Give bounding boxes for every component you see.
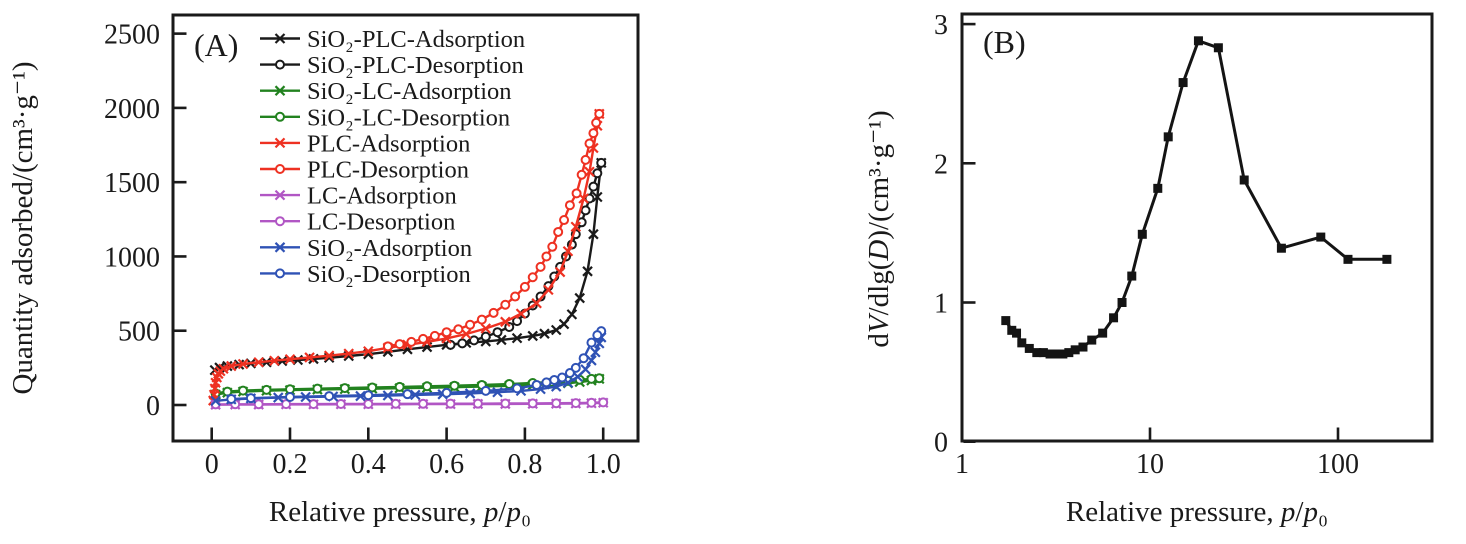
- panel-b-chart: (B) dV/dlg(D)/(cm³·g⁻¹) Relative pressur…: [863, 10, 1434, 528]
- y-tick-label: 1000: [104, 242, 160, 273]
- y-tick-label: 0: [934, 428, 948, 459]
- legend-label: SiO₂-PLC-Desorption: [307, 52, 524, 79]
- y-tick-label: 2500: [104, 20, 160, 51]
- x-tick-label: 0: [205, 449, 219, 480]
- legend-item-plc-desorption: PLC-Desorption: [260, 157, 469, 184]
- panel-a-x-axis-label: Relative pressure, p/p₀: [269, 496, 531, 528]
- x-tick-label: 1.0: [586, 449, 621, 480]
- series-sio2-desorption: [226, 326, 607, 405]
- panel-b-letter: (B): [983, 24, 1026, 60]
- legend-item-sio2-plc-desorption: SiO₂-PLC-Desorption: [260, 52, 524, 79]
- legend-label: PLC-Desorption: [307, 157, 469, 184]
- y-tick-label: 2: [934, 149, 948, 180]
- series-pore-size-distribution: [1001, 36, 1392, 359]
- legend-label: SiO₂-PLC-Adsorption: [307, 26, 525, 53]
- legend-label: SiO₂-Desorption: [307, 261, 471, 288]
- y-tick-label: 0: [146, 391, 160, 422]
- legend-label: LC-Desorption: [307, 209, 455, 236]
- legend-item-sio2-desorption: SiO₂-Desorption: [260, 261, 471, 288]
- legend-item-sio2-lc-desorption: SiO₂-LC-Desorption: [260, 104, 510, 131]
- legend-label: SiO₂-LC-Adsorption: [307, 78, 512, 105]
- legend: SiO₂-PLC-AdsorptionSiO₂-PLC-DesorptionSi…: [260, 26, 525, 288]
- legend-item-plc-adsorption: PLC-Adsorption: [260, 130, 470, 157]
- y-tick-label: 1: [934, 289, 948, 320]
- x-tick-label: 1: [955, 449, 969, 480]
- x-tick-label: 0.8: [507, 449, 542, 480]
- axis-ticks: 0 0.2 0.4 0.6 0.8 1.0 0 500 1000 1500 2000 2500: [104, 20, 621, 480]
- plot-box-b: [960, 12, 1434, 443]
- series-plc-desorption: [382, 108, 605, 352]
- panel-a-letter: (A): [194, 27, 238, 63]
- legend-label: PLC-Adsorption: [307, 130, 470, 157]
- legend-label: SiO₂-Adsorption: [307, 235, 472, 262]
- y-tick-label: 1500: [104, 168, 160, 199]
- x-tick-label: 0.4: [351, 449, 386, 480]
- legend-item-lc-adsorption: LC-Adsorption: [260, 183, 457, 210]
- legend-label: LC-Adsorption: [307, 183, 457, 210]
- legend-item-sio2-adsorption: SiO₂-Adsorption: [260, 235, 472, 262]
- x-tick-label: 100: [1317, 449, 1359, 480]
- panel-b-x-axis-label: Relative pressure, p/p₀: [1066, 496, 1328, 528]
- panel-a-y-axis-label: Quantity adsorbed/(cm³·g⁻¹): [7, 61, 39, 394]
- x-tick-label: 0.6: [429, 449, 464, 480]
- plot-box-a: [171, 13, 640, 443]
- legend-item-sio2-plc-adsorption: SiO₂-PLC-Adsorption: [260, 26, 525, 53]
- x-tick-label: 10: [1136, 449, 1164, 480]
- y-tick-label: 500: [118, 317, 160, 348]
- y-tick-label: 3: [934, 10, 948, 41]
- legend-item-sio2-lc-adsorption: SiO₂-LC-Adsorption: [260, 78, 512, 105]
- legend-item-lc-desorption: LC-Desorption: [260, 209, 455, 236]
- y-tick-label: 2000: [104, 94, 160, 125]
- panel-a-chart: (A) Quantity adsorbed/(cm³·g⁻¹) Relative…: [7, 13, 640, 528]
- x-tick-label: 0.2: [273, 449, 308, 480]
- series-lc-desorption: [210, 397, 609, 410]
- panel-b-y-axis-label: dV/dlg(D)/(cm³·g⁻¹): [863, 110, 895, 347]
- legend-label: SiO₂-LC-Desorption: [307, 104, 510, 131]
